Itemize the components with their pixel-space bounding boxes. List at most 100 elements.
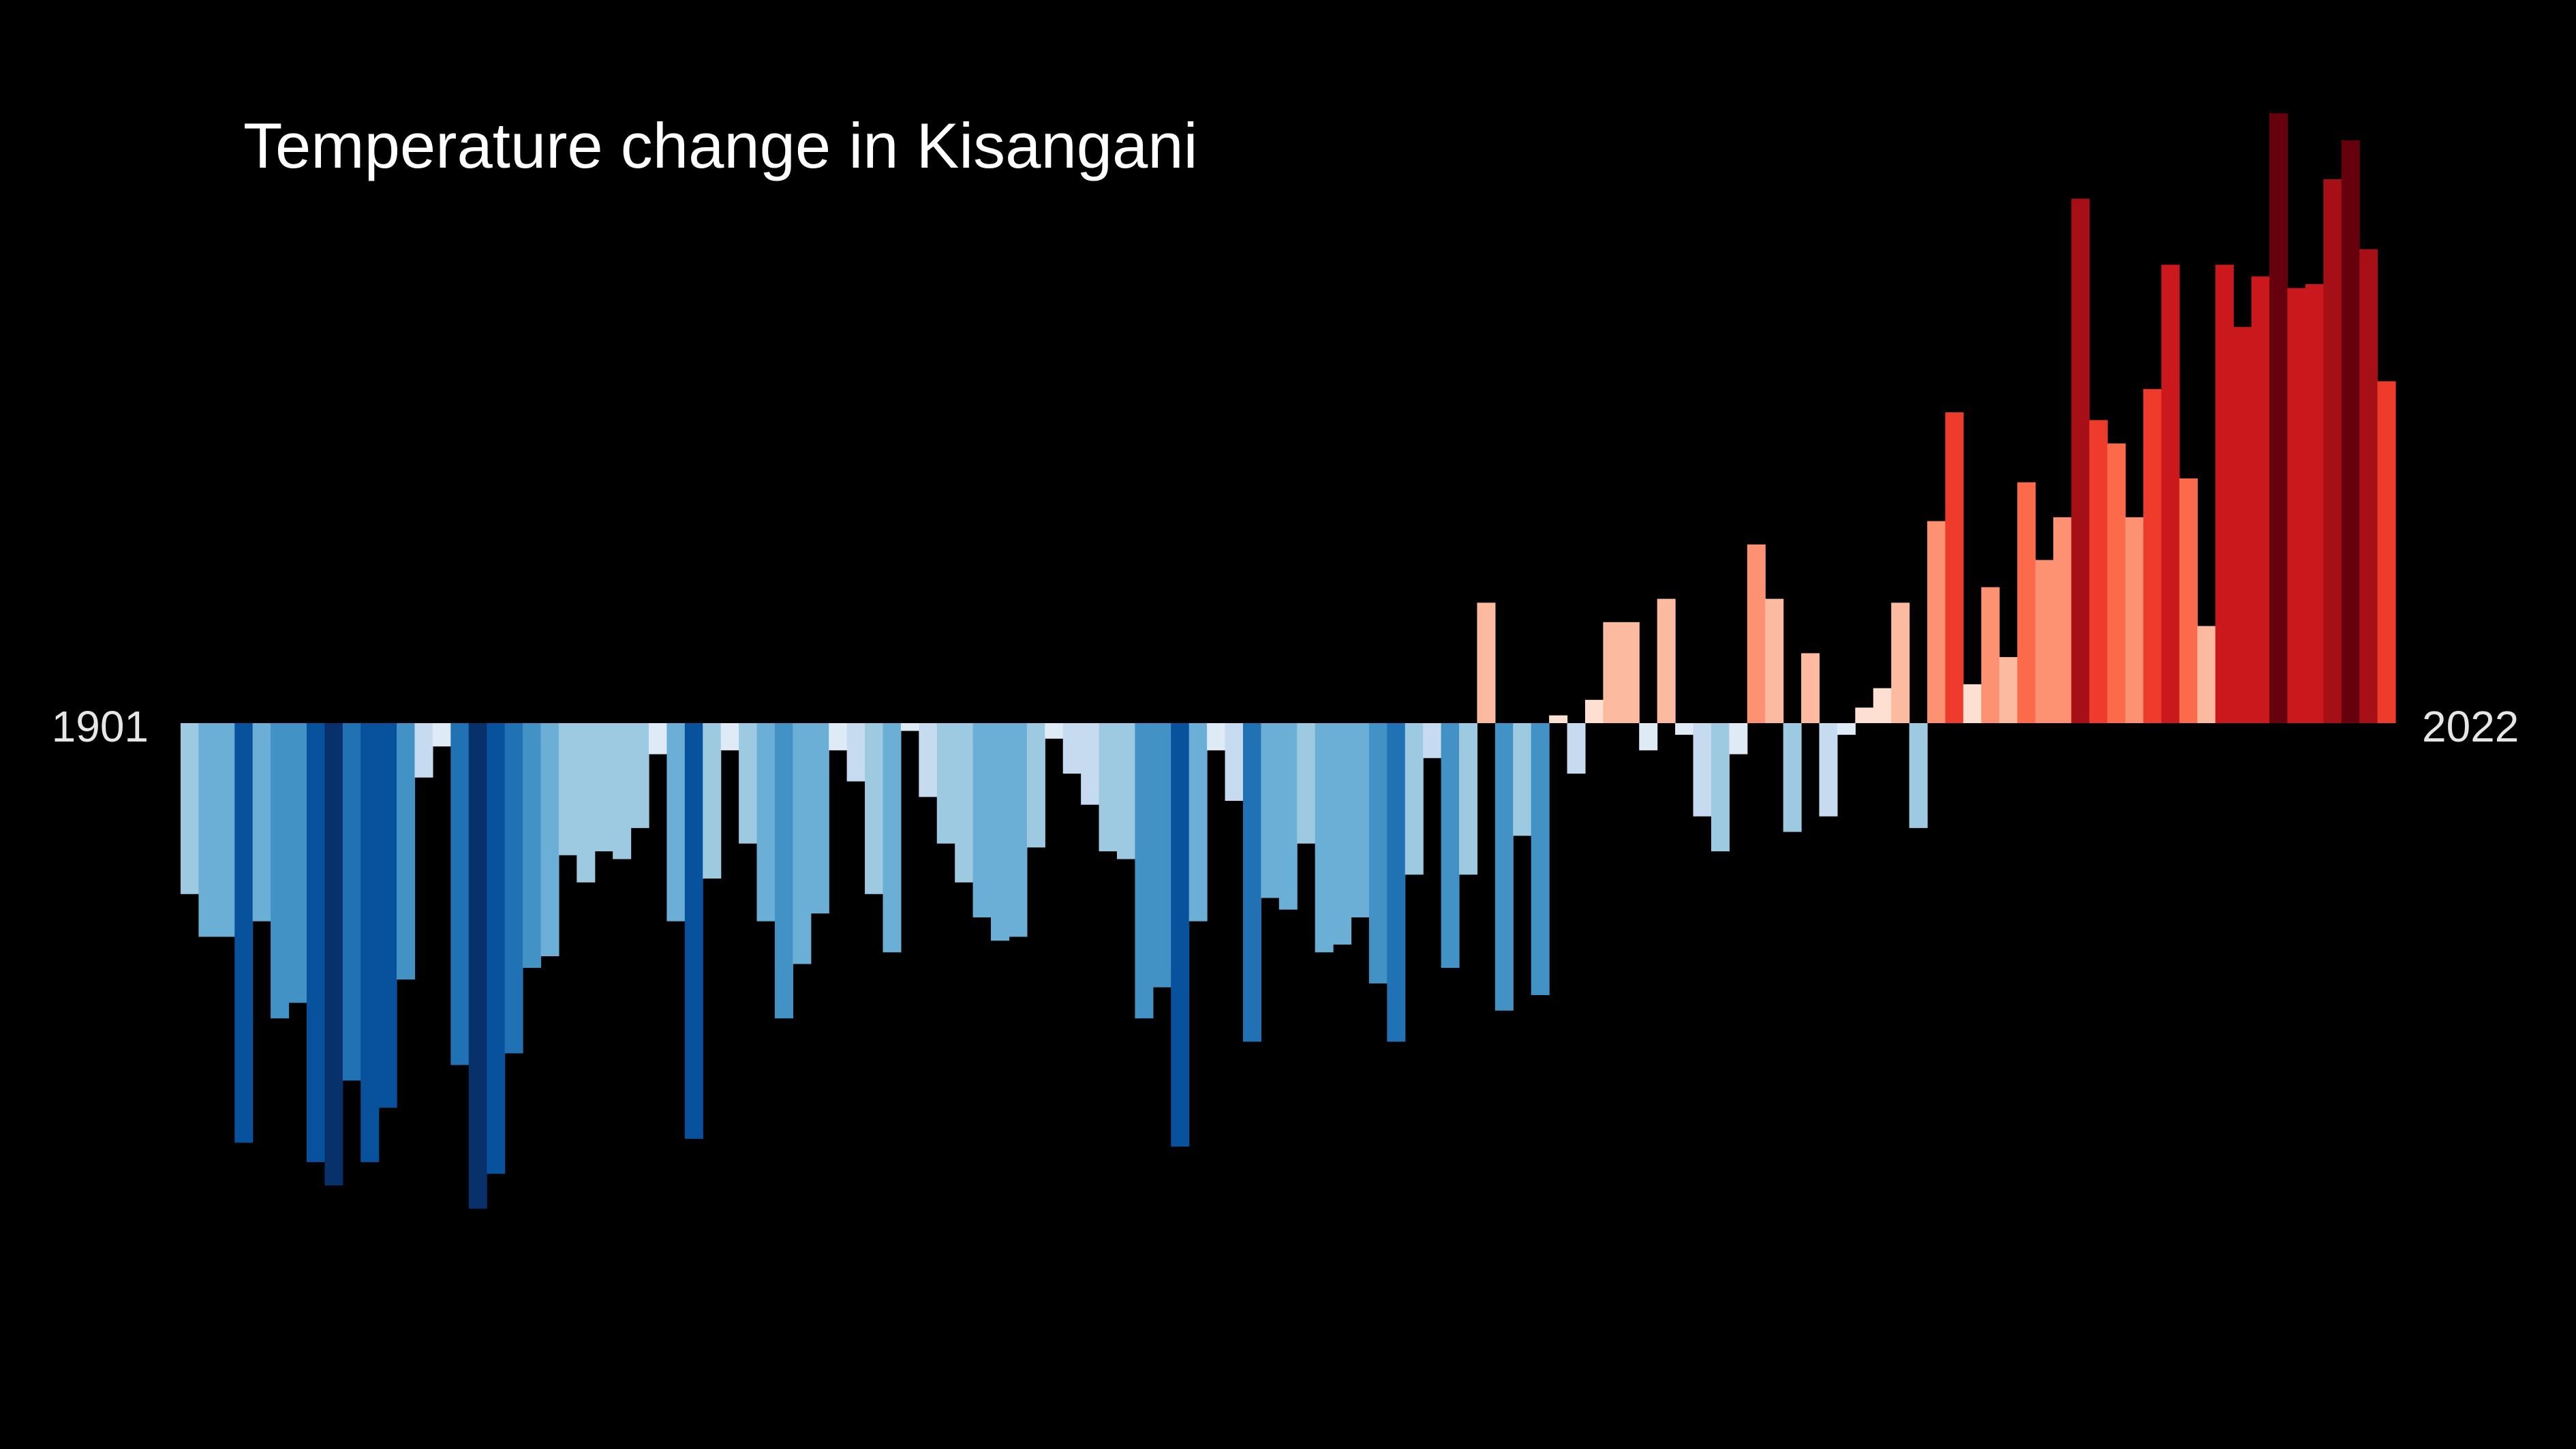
bar-1974 (1494, 723, 1514, 1011)
bars-group (181, 113, 2396, 1209)
bar-1991 (1801, 653, 1820, 723)
bar-1919 (504, 723, 523, 1054)
bar-1978 (1567, 723, 1586, 774)
bar-1931 (720, 723, 739, 750)
bar-1920 (523, 723, 542, 968)
bar-1942 (919, 723, 938, 797)
bar-1944 (955, 723, 974, 883)
chart-title: Temperature change in Kisangani (243, 110, 1197, 181)
bar-1904 (234, 723, 254, 1143)
bar-1918 (487, 723, 506, 1174)
bar-1977 (1549, 715, 1568, 723)
bar-1988 (1747, 544, 1766, 723)
bar-2005 (2053, 517, 2072, 723)
bar-1909 (324, 723, 343, 1186)
bar-1960 (1242, 723, 1261, 1042)
bar-2022 (2359, 249, 2378, 724)
bar-1972 (1459, 723, 1478, 875)
bar-2018 (2287, 288, 2306, 724)
bar-1976 (1531, 723, 1550, 995)
bar-2011 (2161, 264, 2180, 723)
bar-1924 (594, 723, 613, 852)
bar-1990 (1783, 723, 1802, 832)
bar-1926 (630, 723, 649, 828)
bar-1916 (450, 723, 470, 1065)
bar-1966 (1351, 723, 1370, 917)
bar-1981 (1621, 622, 1640, 723)
bar-1925 (613, 723, 632, 859)
bar-1911 (361, 723, 380, 1163)
bar-1968 (1387, 723, 1406, 1042)
bar-1932 (739, 723, 758, 844)
bar-2019 (2305, 284, 2324, 723)
bar-1971 (1441, 723, 1460, 968)
bar-1980 (1603, 622, 1622, 723)
bar-2014 (2215, 264, 2234, 723)
bar-1905 (252, 723, 271, 921)
bar-2020 (2323, 179, 2342, 723)
bar-1950 (1062, 723, 1082, 774)
bar-1914 (414, 723, 433, 778)
bar-1934 (774, 723, 793, 1019)
bar-1933 (756, 723, 776, 921)
bar-1906 (271, 723, 290, 1019)
bar-1982 (1639, 723, 1658, 750)
bar-1935 (793, 723, 812, 964)
bar-1955 (1152, 723, 1171, 988)
bar-1994 (1855, 707, 1874, 723)
bar-1928 (666, 723, 686, 921)
bar-1947 (1009, 723, 1028, 937)
bar-1993 (1837, 723, 1856, 735)
bar-1945 (972, 723, 992, 917)
bar-1902 (198, 723, 217, 937)
end-year-label: 2022 (2422, 702, 2519, 751)
bar-2001 (1981, 587, 2000, 723)
bar-1957 (1189, 723, 1208, 921)
bar-1987 (1729, 723, 1748, 754)
bar-2017 (2269, 113, 2288, 724)
bar-1901 (181, 723, 200, 894)
bar-1958 (1207, 723, 1226, 750)
bar-1903 (216, 723, 235, 937)
bar-1940 (883, 723, 902, 953)
bar-1984 (1675, 723, 1694, 735)
bar-1930 (703, 723, 722, 879)
bar-1997 (1909, 723, 1928, 828)
bar-1948 (1026, 723, 1045, 848)
bar-1938 (846, 723, 865, 782)
bar-2012 (2179, 478, 2198, 723)
bar-1915 (432, 723, 451, 747)
bar-2006 (2071, 198, 2090, 723)
bar-2003 (2017, 482, 2036, 723)
bar-2009 (2125, 517, 2144, 723)
bar-1927 (648, 723, 668, 754)
bar-1965 (1333, 723, 1352, 945)
bar-1975 (1513, 723, 1532, 836)
bar-1939 (865, 723, 884, 894)
bar-1907 (288, 723, 307, 1003)
bar-1992 (1819, 723, 1838, 817)
bar-1961 (1261, 723, 1280, 898)
bar-1946 (991, 723, 1010, 941)
bar-1953 (1116, 723, 1135, 859)
bar-1986 (1711, 723, 1730, 852)
bar-1951 (1081, 723, 1100, 805)
bar-1963 (1297, 723, 1316, 844)
bar-1943 (936, 723, 955, 844)
bar-1973 (1477, 603, 1496, 723)
bar-1996 (1891, 603, 1910, 723)
bar-1999 (1945, 412, 1964, 723)
bar-1998 (1927, 521, 1946, 723)
bar-1921 (540, 723, 559, 956)
bar-1989 (1765, 598, 1784, 723)
bar-2021 (2341, 140, 2360, 723)
bar-2007 (2089, 420, 2108, 723)
bar-1967 (1368, 723, 1387, 983)
bar-2023 (2377, 381, 2396, 723)
bar-1983 (1657, 598, 1676, 723)
bar-1910 (342, 723, 361, 1081)
bar-1949 (1045, 723, 1064, 739)
bar-1962 (1278, 723, 1298, 910)
bar-1959 (1225, 723, 1244, 801)
